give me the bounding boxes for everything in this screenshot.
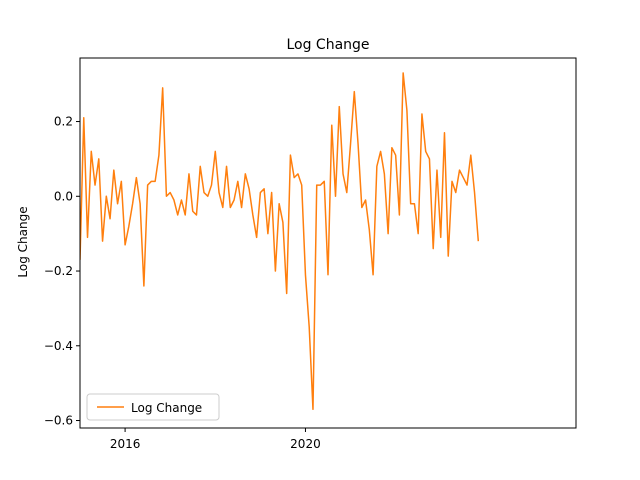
chart-title: Log Change <box>286 37 369 53</box>
plot-area: 0.2 0.0 −0.2 −0.4 −0.6 2016 2020 <box>44 72 480 451</box>
axes-frame <box>79 57 577 429</box>
y-axis-label: Log Change <box>16 206 30 277</box>
y-tick-label-4: −0.6 <box>44 414 73 428</box>
y-tick-label-2: −0.2 <box>44 264 73 278</box>
y-tick-label-3: −0.4 <box>44 339 73 353</box>
legend-label: Log Change <box>131 401 202 415</box>
series-line-0 <box>80 72 480 411</box>
x-tick-label-0: 2016 <box>110 437 141 451</box>
legend: Log Change <box>86 393 220 421</box>
y-tick-label-1: 0.0 <box>54 189 73 203</box>
y-tick-label-0: 0.2 <box>54 115 73 129</box>
x-tick-label-1: 2020 <box>290 437 321 451</box>
legend-box <box>86 393 220 421</box>
